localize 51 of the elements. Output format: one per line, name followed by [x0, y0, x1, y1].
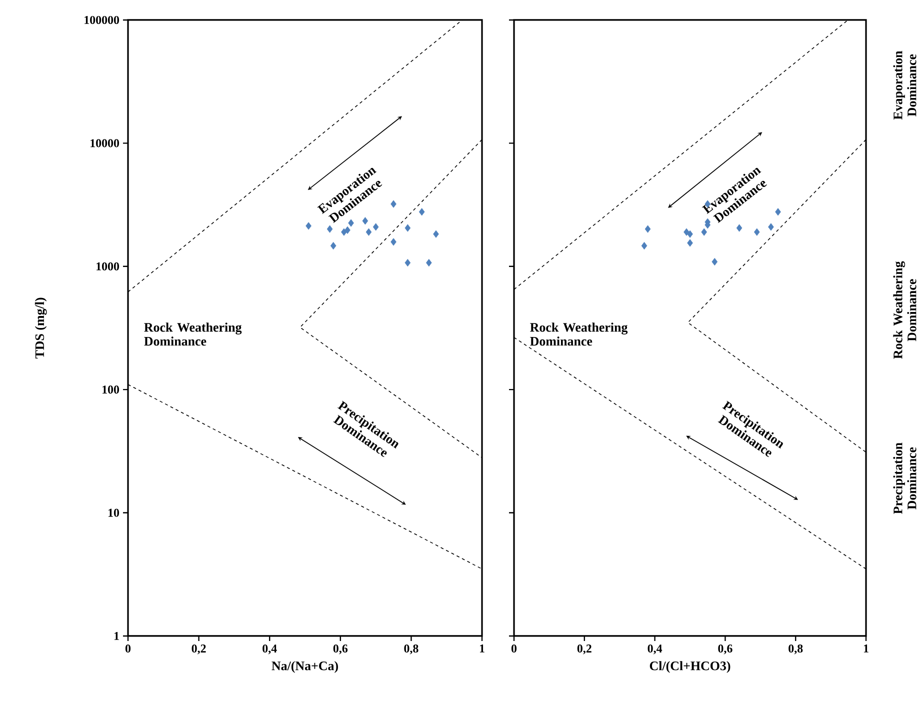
x-axis-title: Cl/(Cl+HCO3) — [650, 661, 730, 673]
y-tick-label: 100 — [102, 386, 120, 394]
x-tick-label: 0,4 — [262, 644, 277, 654]
point — [326, 225, 333, 233]
annotation: Rock Weathering Dominance — [144, 322, 242, 346]
point — [330, 242, 336, 250]
annotation: Rock Weathering Dominance — [530, 322, 628, 346]
point — [754, 228, 760, 236]
point — [366, 228, 372, 236]
point — [684, 228, 690, 236]
x-tick-label: 0,2 — [192, 644, 206, 654]
y-axis-title: TDS (mg/l) — [34, 298, 47, 359]
point — [687, 239, 693, 247]
x-tick-label: 0,2 — [577, 644, 592, 654]
x-tick-label: 0 — [125, 644, 131, 653]
x-tick-label: 0,8 — [788, 644, 803, 654]
y-tick-label: 10000 — [90, 139, 120, 148]
point — [736, 224, 742, 232]
y-tick-label: 10 — [108, 508, 120, 517]
point — [306, 222, 312, 230]
point — [687, 230, 693, 238]
point — [644, 225, 651, 233]
point — [404, 258, 411, 267]
point — [426, 258, 432, 267]
x-axis-title: Na/(Na+Ca) — [272, 661, 338, 673]
y-tick-label: 1 — [114, 632, 119, 640]
point — [768, 223, 774, 231]
text: Rock Weathering Dominance — [893, 261, 916, 359]
x-tick-label: 0 — [511, 644, 517, 653]
point — [404, 224, 411, 232]
x-tick-label: 1 — [480, 644, 484, 652]
point — [390, 238, 396, 246]
point — [372, 223, 379, 231]
point — [712, 258, 718, 266]
x-tick-label: 0,6 — [718, 644, 732, 654]
point — [418, 208, 425, 216]
x-tick-label: 0,8 — [404, 644, 418, 654]
point — [701, 228, 707, 236]
x-tick-label: 0,4 — [648, 644, 662, 654]
point — [775, 208, 781, 216]
y-tick-label: 100000 — [84, 16, 120, 24]
text: Evaporation Dominance — [893, 50, 916, 120]
x-tick-label: 0,6 — [333, 644, 348, 654]
point — [344, 226, 350, 234]
text: Precipitation Dominance — [893, 442, 916, 514]
point — [641, 242, 648, 250]
point — [341, 228, 347, 236]
y-tick-label: 1000 — [96, 262, 120, 270]
point — [390, 200, 396, 208]
x-tick-label: 1 — [864, 644, 868, 652]
point — [433, 230, 439, 238]
